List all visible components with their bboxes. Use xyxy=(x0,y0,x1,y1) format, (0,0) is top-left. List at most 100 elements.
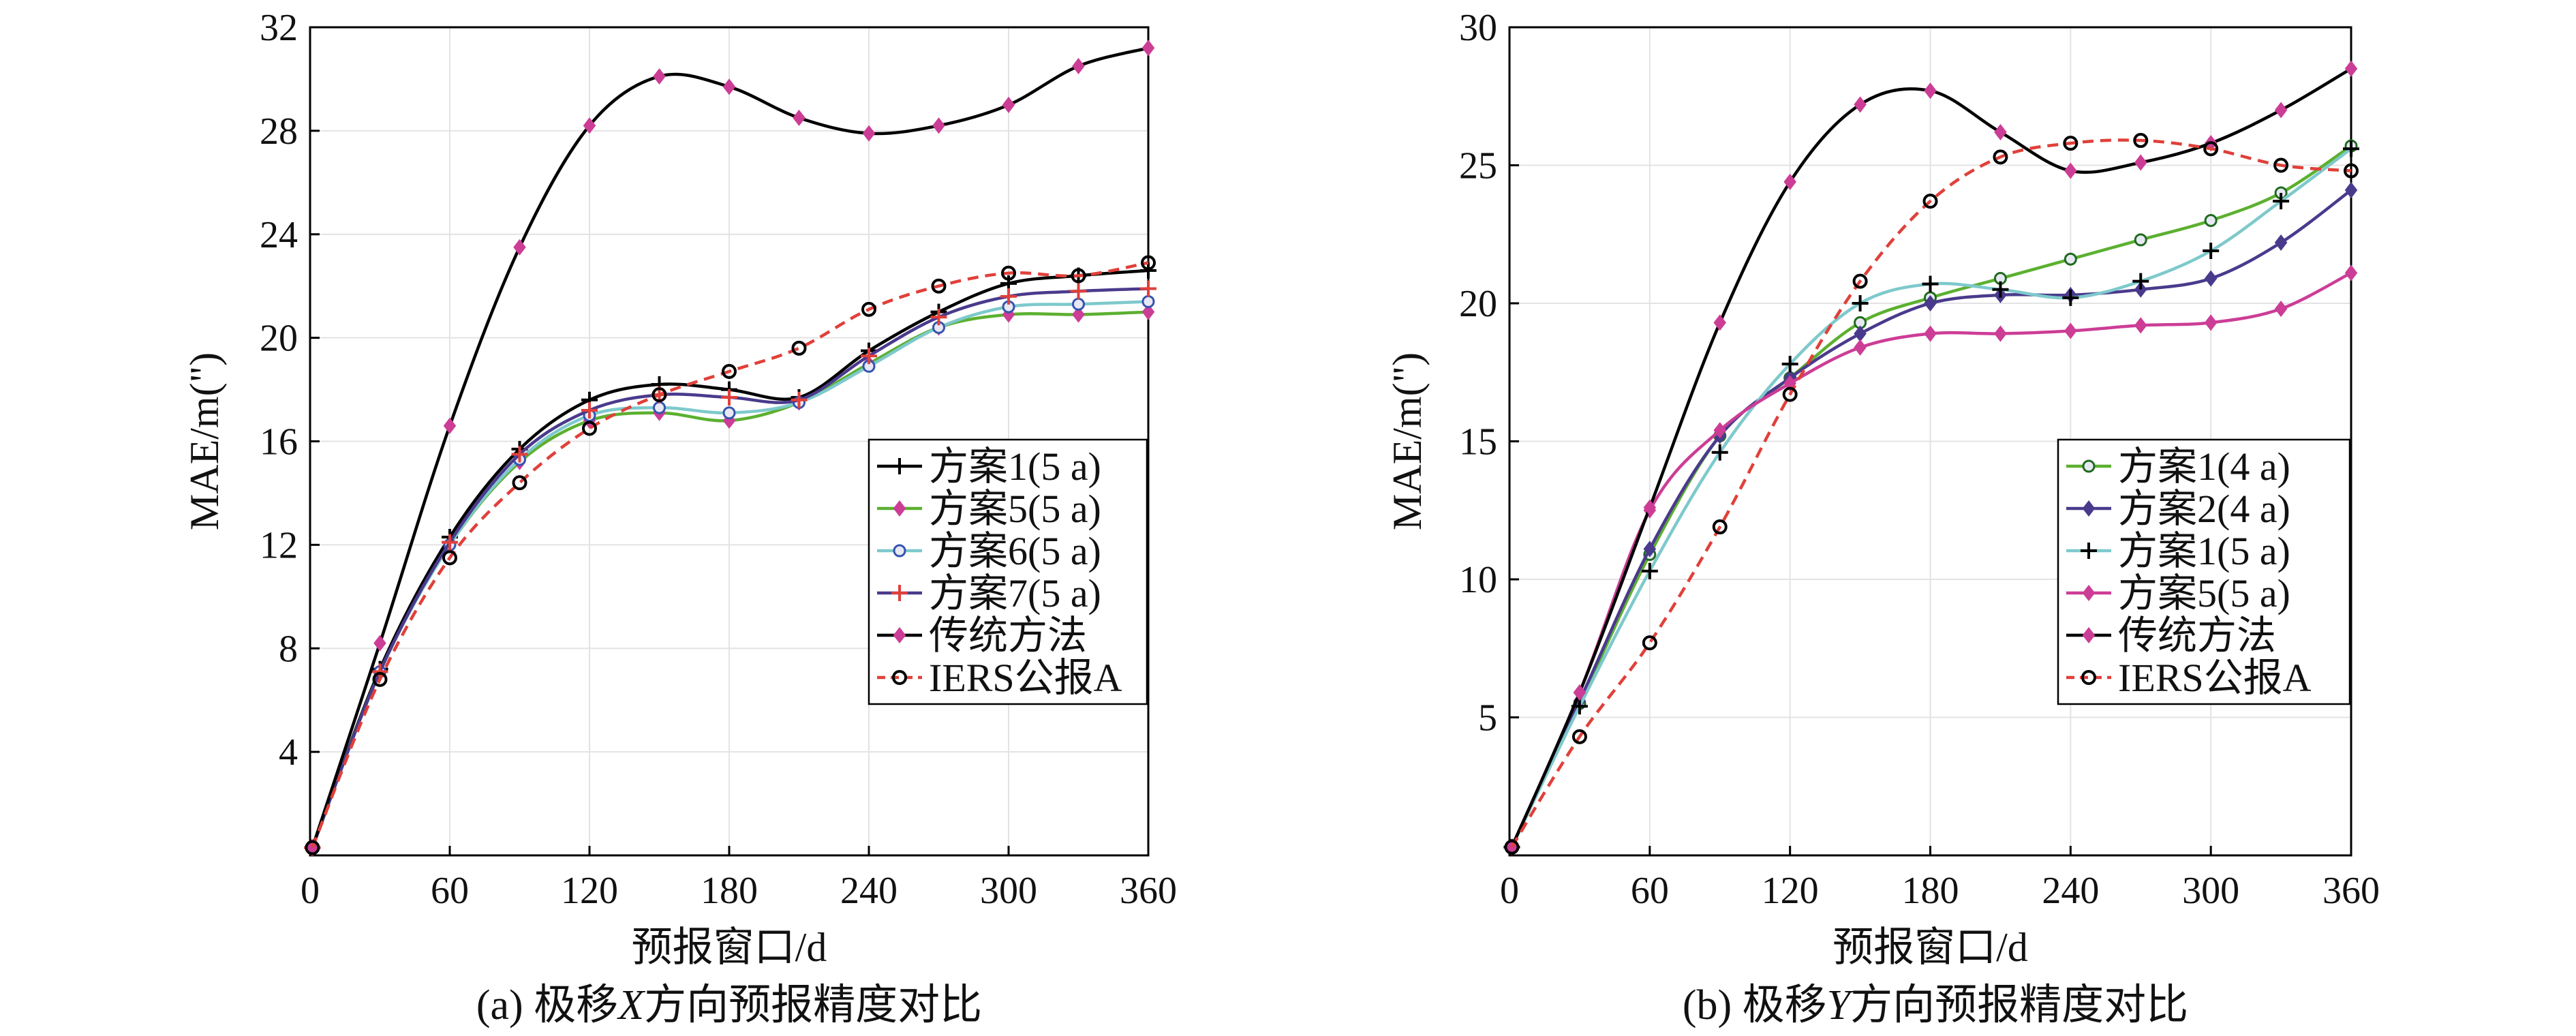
data-point xyxy=(861,348,877,365)
panel-caption: (b) 极移Y方向预报精度对比 xyxy=(1683,982,2188,1029)
legend-marker xyxy=(2082,459,2096,473)
data-point xyxy=(2134,154,2147,171)
data-point xyxy=(1781,356,1798,373)
data-point xyxy=(1854,339,1867,356)
data-point xyxy=(1141,40,1155,57)
data-point xyxy=(721,388,737,406)
series-line xyxy=(1510,138,2352,848)
x-tick-label: 300 xyxy=(2182,870,2239,912)
y-tick-label: 8 xyxy=(279,628,298,670)
data-point xyxy=(1140,280,1156,297)
data-point xyxy=(1994,123,2007,140)
data-point xyxy=(1643,499,1657,516)
data-point xyxy=(1504,839,1520,855)
y-tick-label: 15 xyxy=(1459,421,1497,463)
legend-marker xyxy=(2082,500,2096,517)
x-axis-label: 预报窗口/d xyxy=(1833,925,2028,970)
data-point xyxy=(512,475,527,491)
data-point xyxy=(1140,262,1156,279)
data-point xyxy=(442,534,458,551)
series-5 xyxy=(306,40,1155,856)
x-tick-label: 240 xyxy=(840,870,898,912)
x-tick-label: 0 xyxy=(1500,870,1519,912)
data-point xyxy=(651,387,667,403)
data-point xyxy=(1141,294,1155,308)
x-axis-label: 预报窗口/d xyxy=(632,925,827,970)
series-group xyxy=(304,40,1156,856)
data-point xyxy=(2344,60,2358,77)
data-point xyxy=(582,421,597,436)
x-tick-label: 180 xyxy=(701,870,758,912)
data-point xyxy=(1141,255,1156,271)
data-point xyxy=(581,401,598,418)
data-point xyxy=(442,550,457,566)
data-point xyxy=(2344,264,2358,281)
data-point xyxy=(1000,288,1017,305)
data-point xyxy=(1002,96,1015,113)
y-tick-label: 10 xyxy=(1459,559,1497,601)
data-point xyxy=(2203,243,2220,260)
data-point xyxy=(2203,141,2219,157)
x-tick-label: 180 xyxy=(1902,870,1959,912)
series-5 xyxy=(1505,60,2358,855)
legend-label: 方案2(4 a) xyxy=(2118,487,2290,531)
data-point xyxy=(1713,314,1727,331)
panel-caption: (a) 极移X方向预报精度对比 xyxy=(476,982,982,1029)
legend-marker xyxy=(2082,626,2096,644)
series-6 xyxy=(1504,133,2359,855)
data-point xyxy=(2273,157,2289,173)
legend-marker xyxy=(891,458,908,474)
y-axis-label: MAE/m(") xyxy=(182,352,227,530)
data-point xyxy=(2204,270,2218,287)
ticks: 0 60 120 180 240 300 360 4 8 12 16 20 24 28 32 xyxy=(260,7,1177,912)
data-point xyxy=(930,309,947,326)
data-point xyxy=(1072,306,1085,323)
data-point xyxy=(1854,96,1867,113)
y-tick-label: 5 xyxy=(1478,697,1497,740)
data-point xyxy=(1994,325,2007,342)
data-point xyxy=(722,78,736,95)
y-tick-label: 30 xyxy=(1459,7,1497,49)
data-point xyxy=(2134,233,2147,247)
data-point xyxy=(1783,375,1796,392)
x-tick-label: 120 xyxy=(1762,870,1819,912)
data-point xyxy=(2204,214,2218,227)
data-point xyxy=(2343,140,2359,157)
x-tick-label: 360 xyxy=(1120,870,1177,912)
y-tick-label: 12 xyxy=(260,524,298,566)
x-tick-label: 120 xyxy=(561,870,618,912)
legend-marker xyxy=(2081,543,2097,559)
data-point xyxy=(1992,281,2009,298)
y-tick-label: 24 xyxy=(260,214,298,256)
data-point xyxy=(583,117,596,134)
y-tick-label: 20 xyxy=(260,318,298,360)
y-tick-label: 20 xyxy=(1459,283,1497,325)
x-tick-label: 240 xyxy=(2042,870,2099,912)
legend-label: IERS公报A xyxy=(929,656,1122,700)
data-point xyxy=(1711,444,1728,461)
data-point xyxy=(1924,294,1937,312)
data-point xyxy=(1852,295,1869,311)
data-point xyxy=(373,635,386,652)
legend-marker xyxy=(2082,584,2096,602)
data-point xyxy=(2133,133,2149,149)
y-tick-label: 32 xyxy=(260,7,298,49)
legend-marker xyxy=(891,585,908,601)
x-tick-label: 60 xyxy=(431,870,469,912)
series-2 xyxy=(1505,181,2358,855)
x-tick-label: 0 xyxy=(301,870,320,912)
series-line xyxy=(311,287,1149,849)
data-point xyxy=(1141,303,1155,320)
data-point xyxy=(1642,635,1657,651)
legend-box xyxy=(2057,438,2351,705)
legend-label: 方案1(5 a) xyxy=(929,444,1101,489)
data-point xyxy=(722,363,737,379)
data-point xyxy=(1713,422,1727,439)
data-point xyxy=(2344,163,2359,179)
y-tick-label: 25 xyxy=(1459,145,1497,187)
data-point xyxy=(2134,317,2147,334)
data-point xyxy=(2274,301,2288,318)
data-point xyxy=(1571,729,1587,744)
data-point xyxy=(1852,273,1868,289)
